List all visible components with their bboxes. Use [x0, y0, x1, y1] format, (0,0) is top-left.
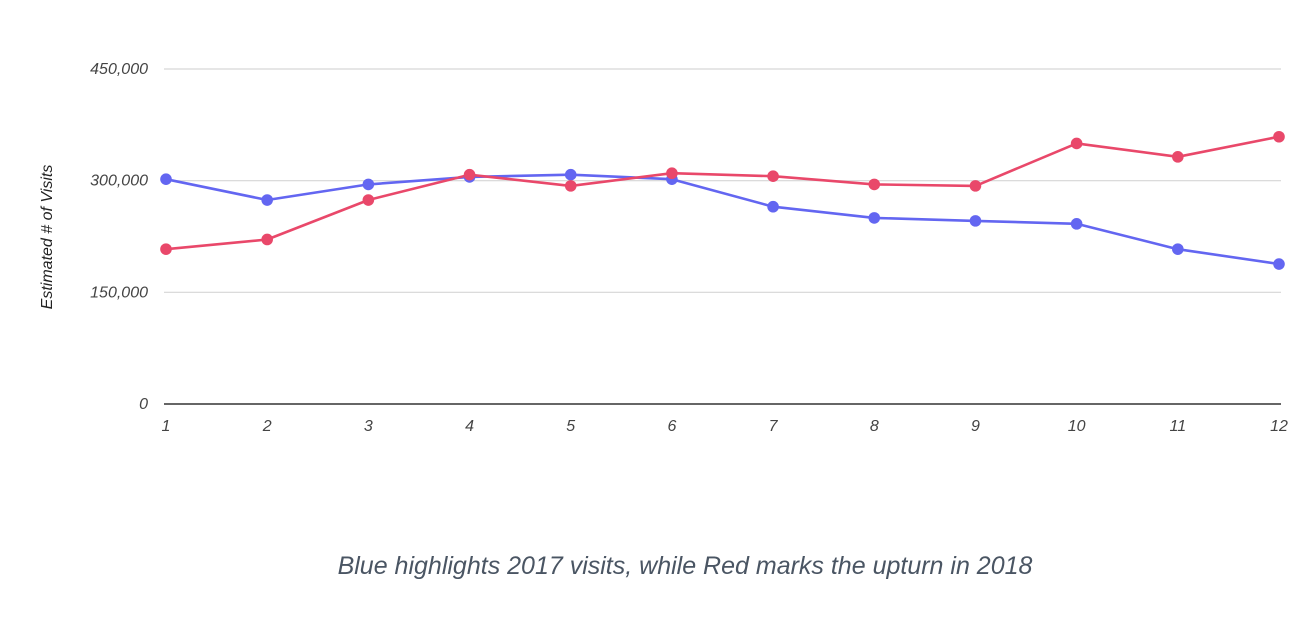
- x-tick-label: 1: [162, 418, 171, 435]
- series-2-point: [463, 168, 476, 181]
- series-1-point: [767, 200, 779, 213]
- x-tick-labels: 1 2 3 4 5 6 7 8 9 10 11 12: [162, 418, 1288, 435]
- series-1-point: [564, 168, 577, 181]
- x-tick-label: 12: [1270, 418, 1288, 435]
- y-tick-label: 300,000: [90, 173, 148, 190]
- y-tick-label: 150,000: [90, 284, 148, 301]
- x-tick-label: 7: [769, 418, 779, 435]
- series-1-point: [1273, 258, 1285, 270]
- x-tick-label: 2: [262, 418, 272, 435]
- series-2-point: [767, 170, 779, 182]
- series-2-point: [261, 233, 273, 246]
- series-1-point: [868, 212, 881, 224]
- series-2-point: [1172, 151, 1184, 163]
- x-tick-label: 4: [465, 418, 474, 435]
- x-tick-label: 5: [566, 418, 575, 435]
- series-1-point: [160, 173, 172, 185]
- x-tick-label: 11: [1170, 418, 1187, 435]
- series-lines: [164, 135, 1281, 266]
- series-2-point: [666, 167, 678, 180]
- x-tick-label: 6: [667, 418, 676, 435]
- series-2-point: [564, 180, 577, 192]
- y-tick-label: 450,000: [90, 61, 148, 78]
- x-tick-label: 9: [971, 418, 980, 435]
- x-tick-label: 10: [1068, 418, 1086, 435]
- series-1-point: [1070, 218, 1083, 230]
- series-1-point: [1172, 243, 1184, 255]
- y-tick-labels: 0 150,000 300,000 450,000: [90, 61, 148, 413]
- chart-caption: Blue highlights 2017 visits, while Red m…: [338, 552, 1033, 580]
- series-1-point: [362, 178, 375, 191]
- x-tick-label: 8: [870, 418, 879, 435]
- x-tick-label: 3: [364, 418, 373, 435]
- series-1-point: [969, 215, 982, 227]
- series-2-point: [1273, 130, 1285, 143]
- series-2-point: [362, 194, 375, 206]
- series-2-point: [969, 180, 982, 192]
- series-1-point: [261, 194, 273, 206]
- series-2-point: [1070, 137, 1083, 150]
- series-line-1: [164, 173, 1281, 266]
- y-tick-label: 0: [139, 396, 148, 413]
- series-2-point: [160, 243, 172, 255]
- series-2-point: [868, 178, 881, 191]
- series-points: [160, 130, 1285, 270]
- grid-lines: [164, 68, 1281, 405]
- y-axis-title: Estimated # of Visits: [39, 165, 56, 310]
- series-line-2: [164, 135, 1281, 251]
